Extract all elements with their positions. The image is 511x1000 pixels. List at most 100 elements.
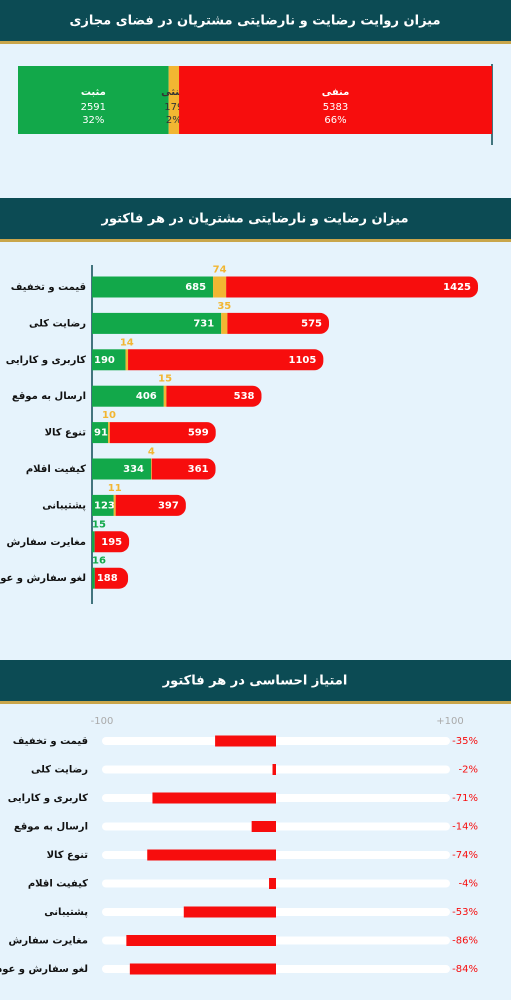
value-label: 2591 [81,102,106,113]
category-label: کیفیت اقلام [28,879,88,890]
share-label: 2% [166,115,182,126]
value-label: 190 [94,355,115,366]
bar-segment [92,458,152,480]
bar-segment [92,276,214,298]
value-label: -14% [452,822,478,833]
category-label: ارسال به موقع [14,822,88,833]
category-label: لغو سفارش و عودت وجه [0,573,86,584]
value-label: 334 [123,464,144,475]
bar-segment [125,349,129,371]
category-label: قیمت و تخفیف [11,282,86,293]
bar-segment [92,531,95,553]
category-label: قیمت و تخفیف [13,736,88,747]
header [0,198,511,239]
category-label: تنوع کالا [47,850,89,861]
value-label: -84% [452,964,478,975]
bar [129,963,276,975]
bar-segment [109,422,216,444]
category-label: لغو سفارش و عودت وجه [0,964,88,975]
title: میزان رضایت و نارضایتی مشتریان در هر فاک… [100,212,408,227]
value-label: 188 [97,573,118,584]
value-label: -53% [452,907,478,918]
bar-segment [92,385,164,407]
value-label: 15 [158,374,172,385]
category-label: مغایرت سفارش [9,936,88,947]
category-label: رضایت کلی [31,765,88,776]
value-label: 10 [102,410,116,421]
value-label: 599 [188,428,209,439]
bar-segment [213,276,227,298]
category-label: تنوع کالا [45,428,87,439]
header-line [0,701,511,704]
value-label: 11 [108,483,122,494]
category-label: کاربری و کارایی [8,793,88,804]
value-label: 35 [217,301,231,312]
value-label: 685 [185,282,206,293]
header [0,660,511,701]
value-label: -86% [452,936,478,947]
value-label: -2% [459,765,478,776]
value-label: -71% [452,793,478,804]
value-label: 74 [213,265,227,276]
bar-segment [115,494,186,516]
header-line [0,41,511,44]
bar-segment [166,385,262,407]
value-label: 406 [136,391,157,402]
category-label: کیفیت اقلام [26,464,86,475]
category-label: پشتیبانی [44,907,88,918]
share-label: 32% [82,115,104,126]
title: امتیاز احساسی در هر فاکتور [162,674,348,689]
value-label: 179 [164,102,183,113]
bar [272,764,276,775]
value-label: 5383 [323,102,348,113]
bar-segment [94,531,130,553]
category-label: رضایت کلی [29,318,86,329]
header-line [0,239,511,242]
legend-label: مثبت [81,87,106,98]
title: میزان روایت رضایت و نارضایتی مشتریان در … [69,14,440,29]
bar-segment [151,458,216,480]
category-label: پشتیبانی [42,500,86,511]
bar-segment [113,494,116,516]
bar-segment [128,349,324,371]
x-tick-label: -100 [91,716,114,727]
value-label: 4 [148,447,155,458]
value-label: 361 [188,464,209,475]
value-label: 91 [94,428,108,439]
bar-segment [227,312,330,334]
bar [183,906,276,918]
bar-segment [226,276,478,298]
bar-segment [168,66,180,134]
legend-label: منفی [322,87,350,98]
bar-segment [92,349,126,371]
bar-segment [92,494,114,516]
share-label: 66% [324,115,346,126]
value-label: 1105 [289,355,317,366]
bar-segment [163,385,167,407]
bar [251,821,276,832]
header [0,0,511,41]
value-label: 538 [234,391,255,402]
bar [215,735,276,747]
bar [269,878,276,889]
bar-segment [92,567,95,589]
value-label: 397 [158,500,179,511]
bar-segment [18,66,169,134]
legend-label: خنثی [161,87,187,98]
bar-segment [92,312,222,334]
value-label: -4% [459,879,478,890]
x-tick-label: +100 [436,716,463,727]
value-label: 15 [92,519,106,530]
value-label: 575 [301,318,322,329]
value-label: 123 [94,500,115,511]
value-label: 731 [193,318,214,329]
category-label: ارسال به موقع [12,391,86,402]
value-label: -35% [452,736,478,747]
bar-segment [108,422,110,444]
value-label: 1425 [443,282,471,293]
bar [147,849,276,861]
value-label: 195 [101,537,122,548]
bar-segment [94,567,129,589]
